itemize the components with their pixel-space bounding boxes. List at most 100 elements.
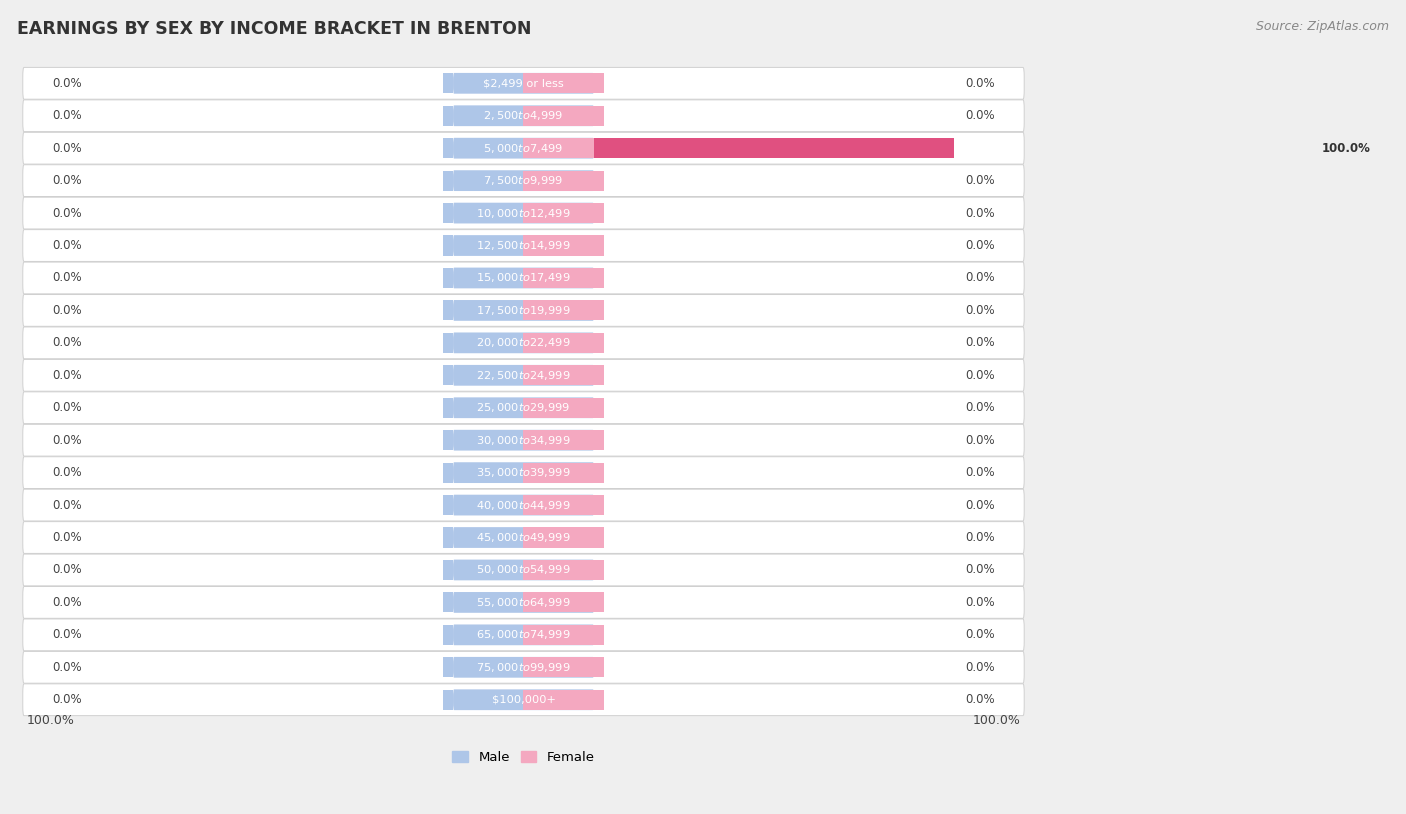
Text: 100.0%: 100.0% <box>973 715 1021 728</box>
FancyBboxPatch shape <box>523 657 593 677</box>
Bar <box>593 365 603 385</box>
Text: $15,000 to $17,499: $15,000 to $17,499 <box>477 272 571 284</box>
Text: 0.0%: 0.0% <box>966 207 995 220</box>
Text: 0.0%: 0.0% <box>966 174 995 187</box>
Text: 100.0%: 100.0% <box>27 715 75 728</box>
Text: $25,000 to $29,999: $25,000 to $29,999 <box>477 401 571 414</box>
Text: 0.0%: 0.0% <box>52 142 82 155</box>
FancyBboxPatch shape <box>453 624 593 646</box>
FancyBboxPatch shape <box>523 527 593 548</box>
FancyBboxPatch shape <box>453 73 593 94</box>
Bar <box>593 625 603 645</box>
FancyBboxPatch shape <box>523 300 593 321</box>
Bar <box>443 203 453 223</box>
Text: $55,000 to $64,999: $55,000 to $64,999 <box>477 596 571 609</box>
FancyBboxPatch shape <box>453 657 593 678</box>
Text: $50,000 to $54,999: $50,000 to $54,999 <box>477 563 571 576</box>
Bar <box>593 203 603 223</box>
Bar <box>443 560 453 580</box>
Text: EARNINGS BY SEX BY INCOME BRACKET IN BRENTON: EARNINGS BY SEX BY INCOME BRACKET IN BRE… <box>17 20 531 38</box>
Text: 0.0%: 0.0% <box>52 109 82 122</box>
Text: $2,500 to $4,999: $2,500 to $4,999 <box>484 109 564 122</box>
FancyBboxPatch shape <box>523 106 593 126</box>
FancyBboxPatch shape <box>523 495 593 515</box>
Text: 0.0%: 0.0% <box>966 628 995 641</box>
FancyBboxPatch shape <box>453 527 593 548</box>
Text: $40,000 to $44,999: $40,000 to $44,999 <box>477 499 571 511</box>
Text: Source: ZipAtlas.com: Source: ZipAtlas.com <box>1256 20 1389 33</box>
FancyBboxPatch shape <box>22 295 1024 326</box>
FancyBboxPatch shape <box>523 398 593 418</box>
Bar <box>443 462 453 483</box>
Text: 0.0%: 0.0% <box>966 239 995 252</box>
FancyBboxPatch shape <box>523 689 593 710</box>
Bar <box>443 138 453 158</box>
Text: $45,000 to $49,999: $45,000 to $49,999 <box>477 531 571 544</box>
Bar <box>443 73 453 94</box>
FancyBboxPatch shape <box>523 560 593 580</box>
FancyBboxPatch shape <box>453 138 593 159</box>
Bar <box>593 171 603 190</box>
FancyBboxPatch shape <box>453 462 593 483</box>
Text: 0.0%: 0.0% <box>52 434 82 447</box>
Text: 0.0%: 0.0% <box>52 563 82 576</box>
FancyBboxPatch shape <box>523 333 593 353</box>
Text: 0.0%: 0.0% <box>52 336 82 349</box>
FancyBboxPatch shape <box>22 684 1024 716</box>
FancyBboxPatch shape <box>22 360 1024 392</box>
Bar <box>593 593 603 612</box>
FancyBboxPatch shape <box>523 625 593 645</box>
Text: 0.0%: 0.0% <box>52 304 82 317</box>
Text: 0.0%: 0.0% <box>52 661 82 674</box>
Text: 0.0%: 0.0% <box>966 77 995 90</box>
Bar <box>443 527 453 548</box>
FancyBboxPatch shape <box>523 365 593 385</box>
Bar <box>443 365 453 385</box>
Text: 0.0%: 0.0% <box>966 661 995 674</box>
Bar <box>443 235 453 256</box>
Text: 0.0%: 0.0% <box>52 369 82 382</box>
FancyBboxPatch shape <box>523 138 593 158</box>
Text: 0.0%: 0.0% <box>52 174 82 187</box>
FancyBboxPatch shape <box>22 424 1024 456</box>
Text: 0.0%: 0.0% <box>966 434 995 447</box>
Bar <box>593 398 603 418</box>
FancyBboxPatch shape <box>22 457 1024 488</box>
Bar <box>593 657 603 677</box>
FancyBboxPatch shape <box>453 332 593 353</box>
Text: $2,499 or less: $2,499 or less <box>484 78 564 88</box>
FancyBboxPatch shape <box>22 392 1024 423</box>
FancyBboxPatch shape <box>22 197 1024 229</box>
FancyBboxPatch shape <box>22 100 1024 132</box>
Text: $75,000 to $99,999: $75,000 to $99,999 <box>477 661 571 674</box>
Bar <box>593 138 953 158</box>
Bar <box>443 593 453 612</box>
FancyBboxPatch shape <box>22 554 1024 586</box>
Bar <box>593 527 603 548</box>
Text: 0.0%: 0.0% <box>966 272 995 284</box>
FancyBboxPatch shape <box>22 230 1024 261</box>
FancyBboxPatch shape <box>22 327 1024 359</box>
Text: 0.0%: 0.0% <box>966 596 995 609</box>
FancyBboxPatch shape <box>453 430 593 451</box>
Text: 0.0%: 0.0% <box>52 272 82 284</box>
Bar <box>443 268 453 288</box>
Text: 0.0%: 0.0% <box>52 628 82 641</box>
Text: $20,000 to $22,499: $20,000 to $22,499 <box>477 336 571 349</box>
FancyBboxPatch shape <box>523 430 593 450</box>
Text: $17,500 to $19,999: $17,500 to $19,999 <box>477 304 571 317</box>
Text: 0.0%: 0.0% <box>966 304 995 317</box>
Text: $10,000 to $12,499: $10,000 to $12,499 <box>477 207 571 220</box>
FancyBboxPatch shape <box>453 170 593 191</box>
Bar <box>443 689 453 710</box>
Bar <box>443 657 453 677</box>
Text: $22,500 to $24,999: $22,500 to $24,999 <box>477 369 571 382</box>
Text: 0.0%: 0.0% <box>966 109 995 122</box>
FancyBboxPatch shape <box>453 268 593 288</box>
FancyBboxPatch shape <box>22 651 1024 683</box>
Text: $5,000 to $7,499: $5,000 to $7,499 <box>484 142 564 155</box>
Text: 0.0%: 0.0% <box>52 207 82 220</box>
Bar <box>443 625 453 645</box>
Text: 0.0%: 0.0% <box>966 369 995 382</box>
Bar <box>443 430 453 450</box>
